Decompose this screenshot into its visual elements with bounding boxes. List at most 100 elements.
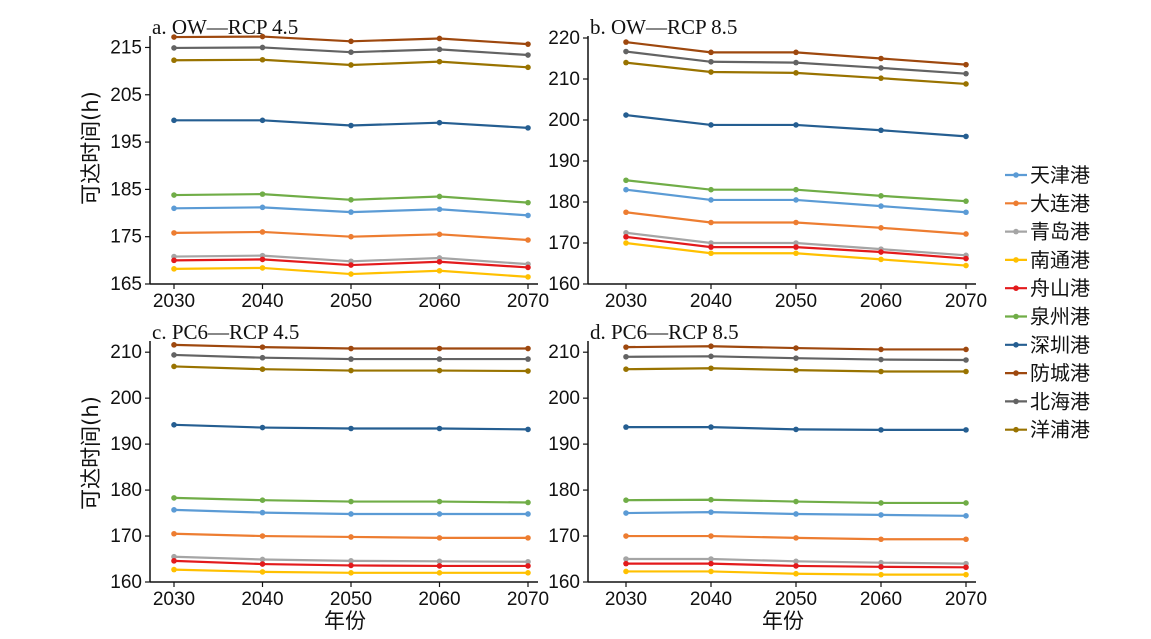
data-point [793, 197, 799, 203]
y-tick-label: 170 [548, 526, 580, 547]
y-tick-label: 190 [548, 151, 580, 172]
data-point [259, 366, 266, 372]
data-point [259, 229, 266, 235]
data-point [348, 356, 354, 362]
data-point [525, 356, 531, 362]
x-tick-label: 2050 [330, 589, 372, 610]
data-point [525, 125, 531, 131]
legend-label: 北海港 [1030, 389, 1090, 413]
y-tick-label: 190 [110, 434, 142, 455]
data-point [436, 367, 443, 374]
x-tick-label: 2060 [860, 291, 902, 312]
data-point [963, 209, 969, 216]
data-point [348, 558, 354, 564]
data-point [708, 533, 714, 539]
legend-item: 大连港 [1005, 191, 1090, 215]
data-point [623, 39, 629, 45]
data-point [348, 570, 354, 576]
legend-swatch-marker [1013, 200, 1019, 207]
data-point [171, 230, 177, 236]
data-point [963, 368, 969, 375]
legend-label: 洋浦港 [1030, 418, 1090, 442]
x-tick-label: 2030 [605, 291, 647, 312]
data-point [708, 250, 714, 257]
data-point [436, 206, 443, 213]
data-point [963, 564, 969, 571]
data-point [259, 33, 266, 40]
y-tick-label: 215 [110, 37, 142, 58]
data-point [623, 112, 629, 118]
x-tick-label: 2040 [690, 291, 732, 312]
data-point [348, 122, 354, 129]
y-tick-label: 220 [548, 28, 580, 49]
x-tick-label: 2040 [690, 589, 732, 610]
data-point [348, 262, 354, 268]
data-point [525, 345, 531, 352]
data-point [708, 509, 714, 515]
data-point [259, 256, 266, 263]
data-point [878, 571, 884, 578]
data-point [963, 357, 969, 363]
data-point [708, 122, 714, 128]
legend-item: 北海港 [1005, 389, 1090, 413]
y-tick-label: 160 [548, 274, 580, 295]
data-point [623, 240, 629, 246]
y-tick-label: 180 [110, 480, 142, 501]
data-point [793, 219, 799, 226]
y-tick-label: 160 [548, 572, 580, 593]
data-point [793, 250, 799, 257]
data-point [623, 229, 629, 236]
data-point [259, 569, 266, 575]
data-point [436, 535, 443, 541]
legend-item: 泉州港 [1005, 305, 1090, 329]
data-point [963, 346, 969, 353]
data-point [708, 58, 714, 65]
data-point [793, 367, 799, 373]
chart-panel-b: b. OW—RCP 8.5 160 170 180 190 200 210 220 2030 20… [548, 15, 987, 312]
data-point [793, 558, 799, 565]
data-point [708, 49, 714, 56]
data-point [623, 366, 629, 372]
panel-title: d. PC6—RCP 8.5 [590, 320, 739, 344]
data-point [708, 353, 714, 360]
legend-swatch-marker [1013, 285, 1019, 292]
data-point [171, 57, 177, 64]
legend-label: 南通港 [1030, 248, 1090, 272]
x-tick-label: 2050 [775, 291, 817, 312]
data-point [348, 49, 354, 55]
data-point [348, 534, 354, 540]
x-tick-label: 2030 [605, 589, 647, 610]
data-point [171, 257, 177, 264]
data-point [171, 342, 177, 348]
data-point [878, 65, 884, 71]
x-tick-label: 2040 [241, 589, 283, 610]
data-point [878, 193, 884, 199]
data-point [623, 510, 629, 516]
data-point [878, 203, 884, 209]
y-tick-label: 160 [110, 572, 142, 593]
data-point [878, 500, 884, 506]
data-point [963, 133, 969, 140]
legend-swatch-marker [1013, 257, 1019, 263]
data-point [708, 424, 714, 430]
data-point [348, 367, 354, 374]
data-point [878, 75, 884, 81]
y-tick-label: 205 [110, 85, 142, 106]
data-point [878, 427, 884, 433]
x-tick-label: 2050 [330, 291, 372, 312]
data-point [793, 186, 799, 193]
data-point [793, 49, 799, 56]
data-point [348, 62, 354, 68]
data-point [793, 59, 799, 66]
data-point [793, 240, 799, 246]
data-point [623, 177, 629, 184]
data-point [793, 535, 799, 541]
data-point [793, 244, 799, 250]
data-point [623, 234, 629, 240]
legend-item: 深圳港 [1005, 333, 1090, 357]
legend-item: 洋浦港 [1005, 418, 1090, 442]
data-point [623, 353, 629, 360]
legend-label: 青岛港 [1030, 220, 1090, 244]
data-point [878, 127, 884, 134]
data-point [708, 568, 714, 575]
